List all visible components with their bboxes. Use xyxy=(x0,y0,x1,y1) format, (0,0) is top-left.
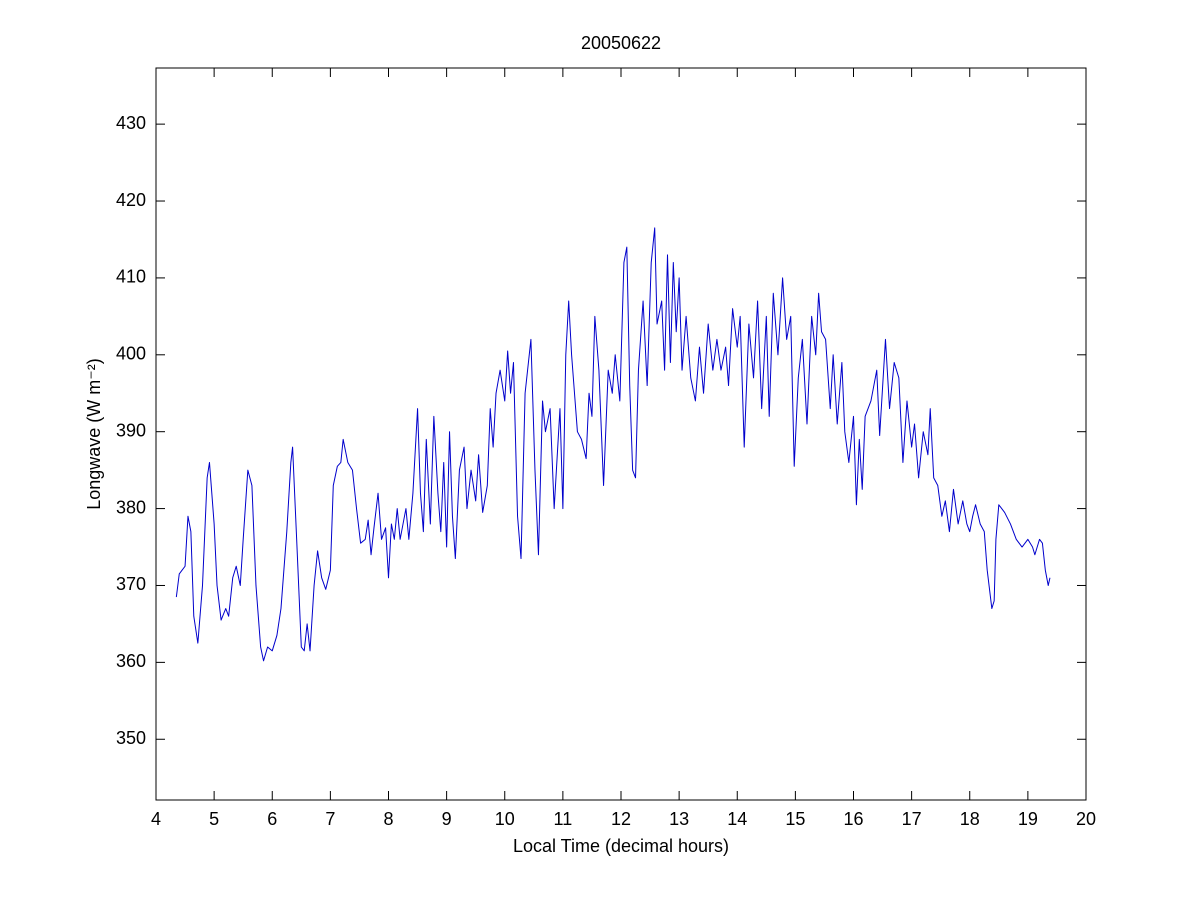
plot-frame xyxy=(155,67,1087,801)
y-tick-label: 400 xyxy=(116,344,146,364)
y-tick-label: 380 xyxy=(116,497,146,517)
y-axis-label: Longwave (W m⁻²) xyxy=(84,358,104,510)
x-tick-label: 10 xyxy=(495,809,515,829)
y-tick-label: 430 xyxy=(116,113,146,133)
x-tick-label: 13 xyxy=(669,809,689,829)
chart-title: 20050622 xyxy=(581,33,661,53)
y-tick-label: 370 xyxy=(116,574,146,594)
x-tick-label: 5 xyxy=(209,809,219,829)
x-tick-label: 20 xyxy=(1076,809,1096,829)
x-tick-label: 6 xyxy=(267,809,277,829)
x-tick-label: 14 xyxy=(727,809,747,829)
y-tick-label: 420 xyxy=(116,190,146,210)
x-tick-label: 17 xyxy=(902,809,922,829)
x-axis-label: Local Time (decimal hours) xyxy=(513,836,729,856)
x-tick-label: 7 xyxy=(325,809,335,829)
x-tick-label: 9 xyxy=(442,809,452,829)
y-tick-label: 360 xyxy=(116,651,146,671)
x-tick-label: 12 xyxy=(611,809,631,829)
x-tick-label: 19 xyxy=(1018,809,1038,829)
x-tick-label: 18 xyxy=(960,809,980,829)
x-tick-label: 4 xyxy=(151,809,161,829)
x-tick-label: 8 xyxy=(383,809,393,829)
x-tick-label: 16 xyxy=(843,809,863,829)
x-tick-label: 15 xyxy=(785,809,805,829)
y-tick-label: 390 xyxy=(116,420,146,440)
y-tick-label: 410 xyxy=(116,267,146,287)
data-line xyxy=(175,227,1051,662)
y-tick-label: 350 xyxy=(116,728,146,748)
x-tick-label: 11 xyxy=(554,809,573,829)
